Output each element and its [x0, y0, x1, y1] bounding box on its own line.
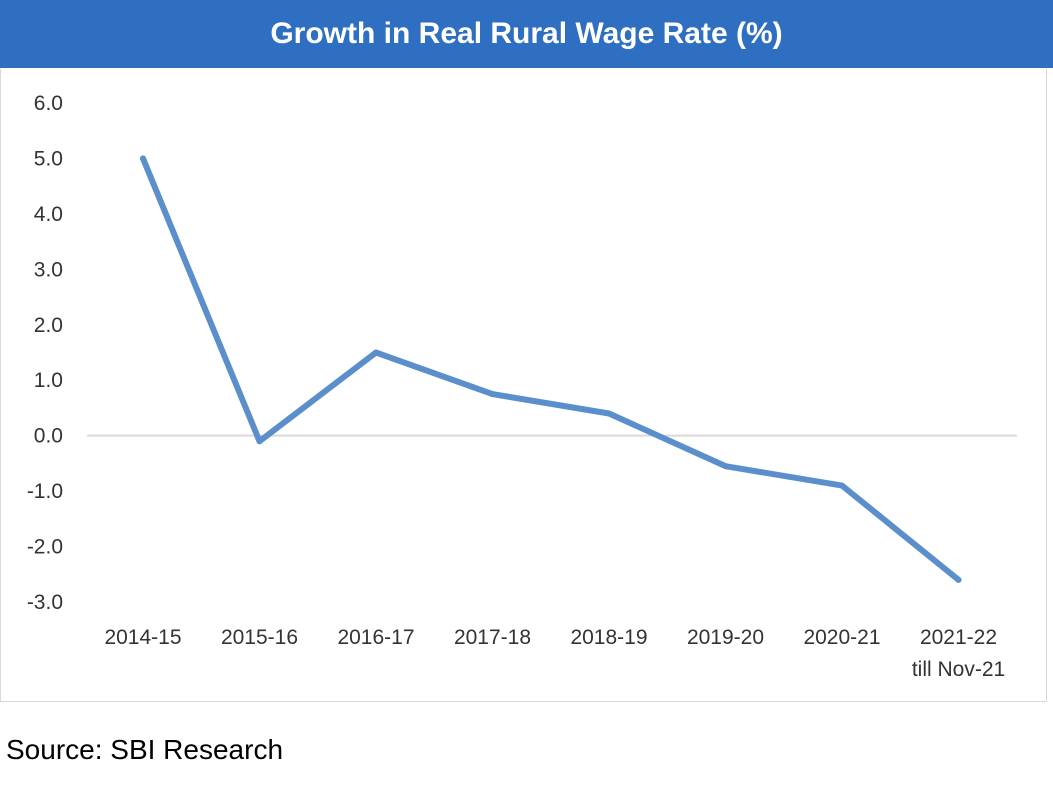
x-tick-label: 2015-16 [221, 626, 298, 649]
x-tick-label: 2017-18 [454, 626, 531, 649]
data-point [373, 349, 379, 356]
data-point [955, 576, 962, 583]
y-tick-label: -2.0 [27, 536, 63, 559]
x-tick-label: 2021-22 [920, 626, 997, 649]
source-note: Source: SBI Research [6, 734, 284, 765]
y-tick-label: 2.0 [34, 314, 63, 337]
y-tick-label: 6.0 [34, 92, 63, 115]
data-point [140, 155, 146, 162]
x-tick-label: 2018-19 [570, 626, 647, 649]
x-tick-label: 2014-15 [104, 626, 181, 649]
y-tick-label: 5.0 [34, 147, 63, 170]
x-tick-label: 2020-21 [803, 626, 880, 649]
y-tick-label: 0.0 [34, 425, 63, 448]
data-point [256, 438, 263, 445]
data-point [722, 463, 729, 470]
data-point [839, 482, 845, 489]
x-tick-label: 2019-20 [687, 626, 764, 649]
x-tick-label: 2016-17 [337, 626, 414, 649]
x-tick-label: till Nov-21 [912, 658, 1005, 681]
series-line [140, 155, 962, 583]
chart-frame: 6.0 5.0 4.0 3.0 2.0 1.0 0.0 -1.0 -2.0 -3.0 2014-15… [0, 69, 1047, 702]
y-tick-label: 4.0 [34, 203, 63, 226]
data-point [606, 410, 612, 417]
data-point [489, 391, 496, 398]
y-tick-label: -1.0 [27, 480, 63, 503]
y-tick-label: 1.0 [34, 369, 63, 392]
chart-title: Growth in Real Rural Wage Rate (%) [270, 17, 783, 50]
chart-title-bar: Growth in Real Rural Wage Rate (%) [0, 0, 1053, 68]
y-tick-label: -3.0 [27, 591, 63, 614]
line-chart: 6.0 5.0 4.0 3.0 2.0 1.0 0.0 -1.0 -2.0 -3.0 2014-15… [27, 92, 1017, 681]
y-tick-label: 3.0 [34, 258, 63, 281]
